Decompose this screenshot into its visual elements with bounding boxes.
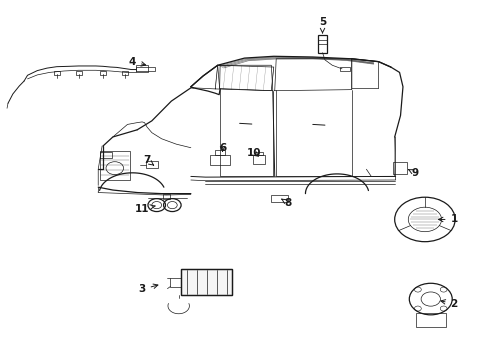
Bar xyxy=(210,154,229,165)
Bar xyxy=(392,162,406,174)
Text: 4: 4 xyxy=(128,57,145,67)
Bar xyxy=(270,195,288,202)
Bar xyxy=(415,313,445,328)
Text: 7: 7 xyxy=(143,155,153,165)
Bar xyxy=(170,278,181,287)
Bar xyxy=(215,150,224,154)
Text: 9: 9 xyxy=(408,168,418,178)
Bar xyxy=(100,71,106,75)
Text: 10: 10 xyxy=(246,148,261,158)
Text: 1: 1 xyxy=(438,215,457,224)
Bar xyxy=(162,194,170,199)
Text: 11: 11 xyxy=(135,204,155,214)
Bar xyxy=(146,161,158,168)
Text: 3: 3 xyxy=(138,284,158,294)
Bar xyxy=(54,71,60,75)
Bar xyxy=(317,36,327,53)
Text: 6: 6 xyxy=(219,143,226,153)
Bar xyxy=(181,269,232,295)
Bar xyxy=(181,269,232,295)
Text: 5: 5 xyxy=(318,17,325,33)
Text: 8: 8 xyxy=(281,198,291,208)
Bar xyxy=(339,67,349,71)
Bar xyxy=(136,67,155,71)
Text: 2: 2 xyxy=(440,299,457,309)
Bar xyxy=(100,151,130,180)
Bar xyxy=(252,155,264,164)
Bar xyxy=(255,152,262,155)
Bar xyxy=(122,71,128,75)
Bar xyxy=(76,71,81,75)
Bar xyxy=(136,64,148,72)
